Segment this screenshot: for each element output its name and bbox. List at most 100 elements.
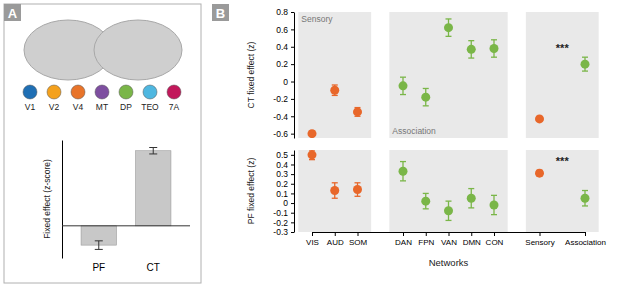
x-tick-mark	[403, 232, 404, 236]
y-tick: 0	[283, 77, 294, 87]
region-swatch	[167, 85, 181, 99]
x-tick: DAN	[395, 232, 412, 247]
y-axis-title: PF fixed effect (z)	[246, 158, 256, 225]
error-cap	[468, 207, 474, 208]
region-swatch	[95, 85, 109, 99]
x-tick: VIS	[306, 232, 319, 247]
y-tick-mark	[291, 164, 294, 165]
x-tick-label: CT	[147, 262, 160, 273]
point	[308, 129, 317, 138]
point	[490, 200, 499, 209]
error-cap	[468, 188, 474, 189]
y-tick-mark	[291, 213, 294, 214]
y-tick-label: -0.1	[273, 208, 288, 218]
y-tick: 0.5	[276, 150, 294, 160]
error-cap	[400, 94, 406, 95]
points	[308, 150, 590, 220]
y-tick-mark	[291, 193, 294, 194]
x-tick: CON	[486, 232, 504, 247]
point	[330, 86, 339, 95]
y-tick-label: -0.2	[273, 218, 288, 228]
panel-letter: B	[216, 6, 225, 21]
region-label: 7A	[169, 102, 180, 112]
region-swatch	[47, 85, 61, 99]
error-cap	[446, 36, 452, 37]
y-tick: -0.2	[273, 94, 294, 104]
error-cap	[332, 84, 338, 85]
x-tick-label: DMN	[463, 238, 481, 247]
brain-illustration	[24, 20, 182, 80]
region-swatch	[119, 85, 133, 99]
point	[330, 186, 339, 195]
error-cap	[423, 105, 429, 106]
error-stem	[98, 241, 99, 250]
y-tick-label: 0.1	[276, 189, 288, 199]
point	[467, 194, 476, 203]
y-tick-label: 0.2	[276, 59, 288, 69]
error-cap	[491, 57, 497, 58]
y-tick-label: 0	[283, 77, 288, 87]
y-tick: 0.2	[276, 59, 294, 69]
y-tick-label: -0.2	[273, 94, 288, 104]
point	[421, 93, 430, 102]
y-tick: 0.1	[276, 189, 294, 199]
y-tick-mark	[291, 12, 294, 13]
y-tick-mark	[291, 47, 294, 48]
region-label: DP	[120, 102, 132, 112]
x-tick-label: VAN	[441, 238, 457, 247]
point	[308, 150, 317, 159]
error-bar	[149, 148, 157, 154]
y-tick: -0.1	[273, 208, 294, 218]
x-tick-label: CON	[486, 238, 504, 247]
error-cap	[355, 182, 361, 183]
region-label: V4	[73, 102, 84, 112]
y-tick: 0.4	[276, 42, 294, 52]
x-tick-label: DAN	[395, 238, 412, 247]
point	[444, 206, 453, 215]
x-tick: CT	[147, 258, 160, 273]
y-tick-mark	[291, 232, 294, 233]
error-cap	[332, 198, 338, 199]
hemisphere-1	[94, 20, 182, 80]
point	[490, 44, 499, 53]
x-tick-mark	[540, 232, 541, 236]
error-cap	[332, 182, 338, 183]
y-tick-mark	[291, 29, 294, 30]
y-tick: -0.3	[273, 227, 294, 237]
y-tick-mark	[291, 222, 294, 223]
baseline	[62, 225, 190, 226]
y-tick-label: -0.3	[273, 227, 288, 237]
axis-line	[63, 258, 191, 259]
point	[444, 23, 453, 32]
x-tick-label: VIS	[306, 238, 319, 247]
group-band	[389, 12, 507, 138]
y-tick-label: 0.8	[276, 7, 288, 17]
group-band	[298, 150, 371, 232]
error-cap	[582, 190, 588, 191]
y-tick-mark	[291, 116, 294, 117]
error-cap	[149, 147, 157, 148]
region-legend: V1V2V4MTDPTEO7A	[23, 85, 181, 112]
y-tick: 0.2	[276, 179, 294, 189]
x-tick-mark	[312, 232, 313, 236]
point	[581, 194, 590, 203]
x-tick-mark	[494, 232, 495, 236]
error-cap	[355, 196, 361, 197]
x-tick: Association	[565, 232, 606, 247]
y-tick-label: 0.4	[276, 160, 288, 170]
group-bands	[298, 150, 598, 232]
significance: ***	[556, 155, 570, 167]
x-tick-mark	[335, 232, 336, 236]
x-tick-mark	[449, 232, 450, 236]
panel-letter-box	[4, 4, 21, 21]
y-tick: 0	[283, 198, 294, 208]
y-tick: 0.3	[276, 169, 294, 179]
region-swatch	[71, 85, 85, 99]
y-tick-mark	[291, 99, 294, 100]
y-tick-mark	[291, 184, 294, 185]
region-swatch	[143, 85, 157, 99]
x-axis: VISAUDSOMDANFPNVANDMNCONSensoryAssociati…	[306, 232, 606, 247]
y-tick: -0.6	[273, 129, 294, 139]
y-axis: -0.3-0.2-0.100.10.20.30.40.5	[273, 150, 294, 237]
error-cap	[582, 70, 588, 71]
